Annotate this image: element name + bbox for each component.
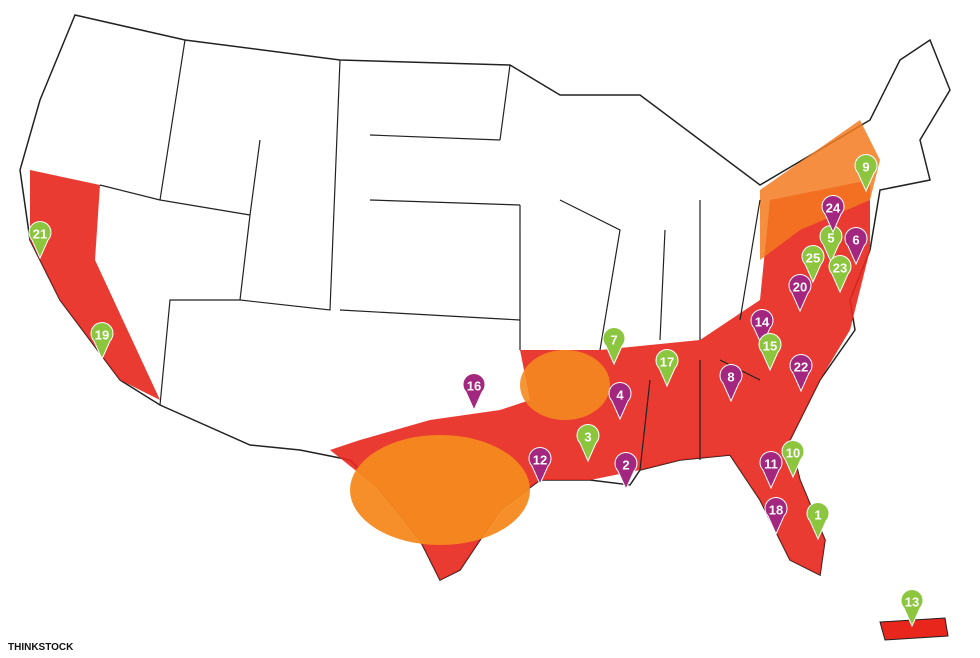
map-pin: 2 bbox=[614, 452, 638, 491]
pin-shape bbox=[854, 154, 878, 193]
pin-label: 8 bbox=[727, 369, 734, 384]
pin-label: 6 bbox=[852, 232, 859, 247]
risk-area-northeast bbox=[760, 120, 880, 260]
map-pin: 20 bbox=[788, 274, 812, 313]
map-pin: 12 bbox=[528, 447, 552, 486]
pin-shape bbox=[28, 221, 52, 260]
pin-shape bbox=[602, 327, 626, 366]
credit: THINKSTOCK bbox=[8, 642, 74, 653]
map-pin: 3 bbox=[576, 424, 600, 463]
pin-label: 16 bbox=[467, 378, 481, 393]
pin-shape bbox=[828, 255, 852, 294]
pin-shape bbox=[801, 245, 825, 284]
pin-shape bbox=[759, 451, 783, 490]
pin-label: 3 bbox=[584, 429, 591, 444]
map-pin: 17 bbox=[655, 349, 679, 388]
map-pin: 24 bbox=[821, 195, 845, 234]
risk-area-arkansas bbox=[520, 350, 610, 420]
map-pin: 13 bbox=[900, 589, 924, 628]
pin-shape bbox=[614, 452, 638, 491]
pin-shape bbox=[462, 373, 486, 412]
map-pin: 21 bbox=[28, 221, 52, 260]
pin-label: 9 bbox=[862, 159, 869, 174]
pin-shape bbox=[844, 227, 868, 266]
map-pin: 19 bbox=[90, 322, 114, 361]
pin-shape bbox=[806, 502, 830, 541]
map-pin: 25 bbox=[801, 245, 825, 284]
pin-shape bbox=[789, 354, 813, 393]
pin-shape bbox=[90, 322, 114, 361]
pin-label: 7 bbox=[610, 332, 617, 347]
pin-shape bbox=[719, 364, 743, 403]
risk-area-texas bbox=[350, 435, 530, 545]
pin-label: 15 bbox=[763, 338, 777, 353]
pin-shape bbox=[576, 424, 600, 463]
map-pin: 16 bbox=[462, 373, 486, 412]
state-lines bbox=[99, 39, 761, 471]
pin-label: 17 bbox=[660, 354, 674, 369]
map-pin: 10 bbox=[781, 440, 805, 479]
pin-label: 12 bbox=[533, 452, 547, 467]
pin-label: 2 bbox=[622, 457, 629, 472]
pin-label: 4 bbox=[616, 387, 624, 402]
map-pin: 22 bbox=[789, 354, 813, 393]
pin-label: 10 bbox=[786, 445, 800, 460]
map-pin: 23 bbox=[828, 255, 852, 294]
pin-label: 19 bbox=[95, 327, 109, 342]
map-pin: 1 bbox=[806, 502, 830, 541]
pin-label: 5 bbox=[827, 230, 834, 245]
pin-label: 21 bbox=[33, 226, 47, 241]
map-pin: 14 bbox=[750, 309, 774, 348]
pin-label: 22 bbox=[794, 359, 808, 374]
map-pin: 9 bbox=[854, 154, 878, 193]
pin-shape bbox=[781, 440, 805, 479]
pin-shape bbox=[655, 349, 679, 388]
pin-shape bbox=[528, 447, 552, 486]
pin-label: 18 bbox=[769, 502, 783, 517]
map-pin: 6 bbox=[844, 227, 868, 266]
pin-shape bbox=[900, 589, 924, 628]
pin-shape bbox=[821, 195, 845, 234]
pin-shape bbox=[750, 309, 774, 348]
puerto-rico bbox=[879, 617, 949, 641]
pin-label: 14 bbox=[755, 314, 770, 329]
map-pin: 18 bbox=[764, 497, 788, 536]
pin-label: 1 bbox=[814, 507, 821, 522]
pin-shape bbox=[608, 382, 632, 421]
pin-label: 13 bbox=[905, 594, 919, 609]
pin-label: 25 bbox=[806, 250, 820, 265]
map-pin: 4 bbox=[608, 382, 632, 421]
pin-label: 24 bbox=[826, 200, 841, 215]
map-pin: 15 bbox=[758, 333, 782, 372]
pin-shape bbox=[788, 274, 812, 313]
map-pin: 7 bbox=[602, 327, 626, 366]
pin-label: 11 bbox=[764, 456, 778, 471]
map-pin: 8 bbox=[719, 364, 743, 403]
pin-shape bbox=[764, 497, 788, 536]
risk-area-california bbox=[30, 170, 160, 400]
pin-label: 20 bbox=[793, 279, 807, 294]
map-pin: 11 bbox=[759, 451, 783, 490]
pin-shape bbox=[758, 333, 782, 372]
pin-label: 23 bbox=[833, 260, 847, 275]
